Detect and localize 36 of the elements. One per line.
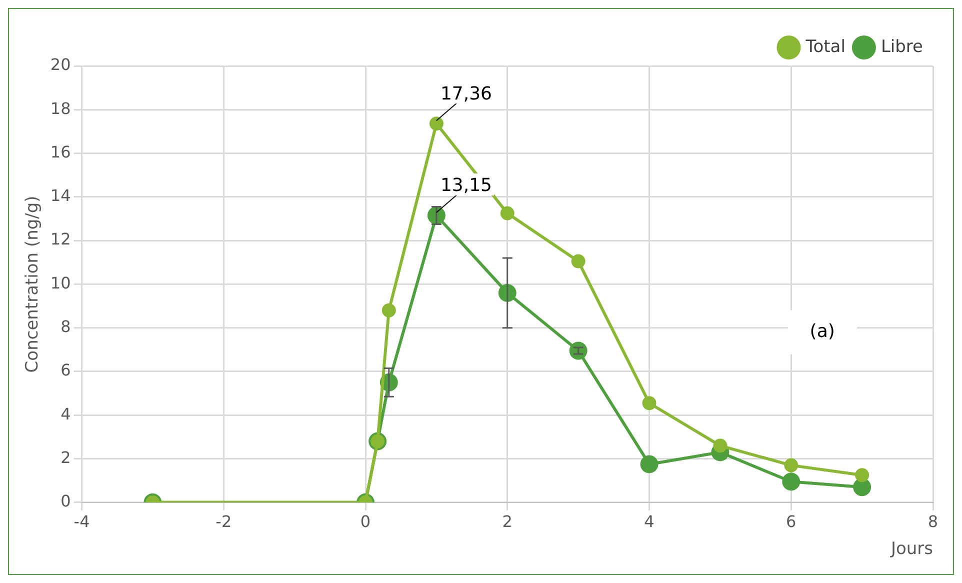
x-tick-label: 2: [502, 512, 512, 532]
y-tick-label: 2: [60, 448, 71, 467]
x-tick-label: -4: [74, 512, 90, 532]
x-axis-title: Jours: [890, 539, 934, 560]
legend-label: Total: [804, 36, 846, 57]
x-tick-label: -2: [216, 512, 232, 532]
data-label: 13,15: [440, 175, 492, 196]
point: [784, 458, 798, 472]
point: [782, 472, 800, 491]
x-tick-label: 6: [786, 512, 796, 532]
point: [500, 206, 514, 220]
x-tick-label: 0: [360, 512, 371, 532]
y-axis-title: Concentration (ng/g): [22, 196, 43, 373]
x-tick-label: 8: [928, 512, 938, 532]
point: [429, 116, 444, 131]
y-tick-label: 10: [50, 273, 71, 292]
point: [855, 468, 870, 482]
point: [569, 342, 588, 360]
y-tick-label: 18: [50, 98, 71, 118]
point: [713, 438, 728, 453]
y-tick-label: 0: [60, 492, 71, 511]
legend-label: Libre: [880, 36, 923, 57]
y-tick-label: 4: [60, 404, 71, 424]
data-label: 17,36: [440, 83, 492, 104]
point: [382, 303, 396, 318]
point: [571, 254, 586, 268]
annotation: (a): [810, 320, 835, 342]
point: [640, 455, 658, 474]
y-tick-label: 16: [50, 142, 71, 162]
y-tick-label: 8: [60, 316, 71, 336]
point: [642, 396, 656, 410]
y-tick-label: 20: [50, 55, 71, 74]
y-tick-label: 14: [50, 186, 71, 206]
x-tick-label: 4: [644, 512, 654, 532]
y-tick-label: 6: [60, 360, 71, 380]
y-tick-label: 12: [50, 230, 71, 249]
